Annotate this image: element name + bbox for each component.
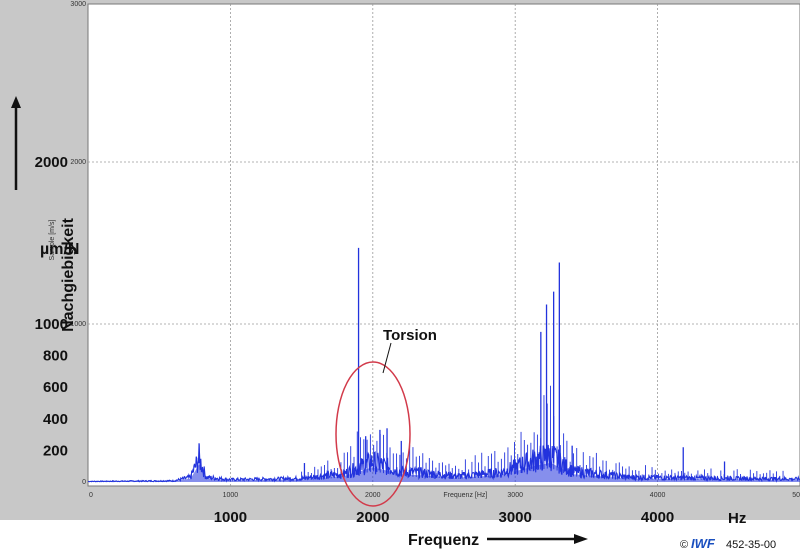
iwf-logo: IWF [691, 536, 716, 551]
inner-x-tick: 4000 [650, 492, 666, 499]
inner-x-tick: 0 [89, 492, 93, 499]
y-tick-label: 600 [43, 379, 68, 396]
x-tick-label: 1000 [214, 509, 247, 526]
x-tick-label: 4000 [641, 509, 674, 526]
y-axis-unit: µm/N [40, 241, 79, 258]
inner-y-tick: 1000 [70, 321, 86, 328]
y-tick-label: 1000 [35, 316, 68, 333]
grid [88, 4, 800, 486]
axis-tick-labels: 1000 2000 3000 4000 200 400 600 800 1000 2000 [35, 154, 675, 526]
torsion-ellipse [335, 361, 411, 507]
x-tick-label: 2000 [356, 509, 389, 526]
torsion-label: Torsion [383, 327, 437, 344]
y-tick-label: 200 [43, 442, 68, 459]
y-axis-arrow-head [11, 96, 21, 108]
x-axis-title: Frequenz [408, 532, 479, 549]
copyright-symbol: © [680, 539, 688, 551]
inner-x-tick: 1000 [223, 492, 239, 499]
plot-area [87, 3, 800, 487]
figure-code: 452-35-00 [726, 539, 776, 551]
y-tick-label: 2000 [35, 154, 68, 171]
inner-x-tick: Frequenz [Hz] [443, 492, 487, 499]
inner-x-tick: 3000 [507, 492, 523, 499]
inner-y-tick: 2000 [70, 159, 86, 166]
torsion-pointer [382, 342, 392, 374]
x-tick-label: 3000 [499, 509, 532, 526]
y-tick-label: 800 [43, 348, 68, 365]
spectrum-series [88, 247, 800, 483]
x-axis-unit: Hz [728, 510, 746, 527]
y-axis-title-group: Nachgiebigkeit [11, 96, 77, 332]
inner-y-tick: 0 [82, 479, 86, 486]
inner-x-tick: 5000 [792, 492, 800, 499]
x-axis-arrow-head [574, 534, 588, 544]
inner-y-tick: 3000 [70, 1, 86, 8]
spectrum-band [88, 462, 800, 482]
inner-y-label: Sample [m/s] [49, 220, 56, 261]
inner-x-tick: 2000 [365, 492, 381, 499]
inner-axis-ticks: 0 1000 2000 Frequenz [Hz] 3000 4000 5000 3000 20… [49, 1, 800, 499]
y-axis-title: Nachgiebigkeit [60, 217, 77, 331]
y-tick-label: 400 [43, 411, 68, 428]
